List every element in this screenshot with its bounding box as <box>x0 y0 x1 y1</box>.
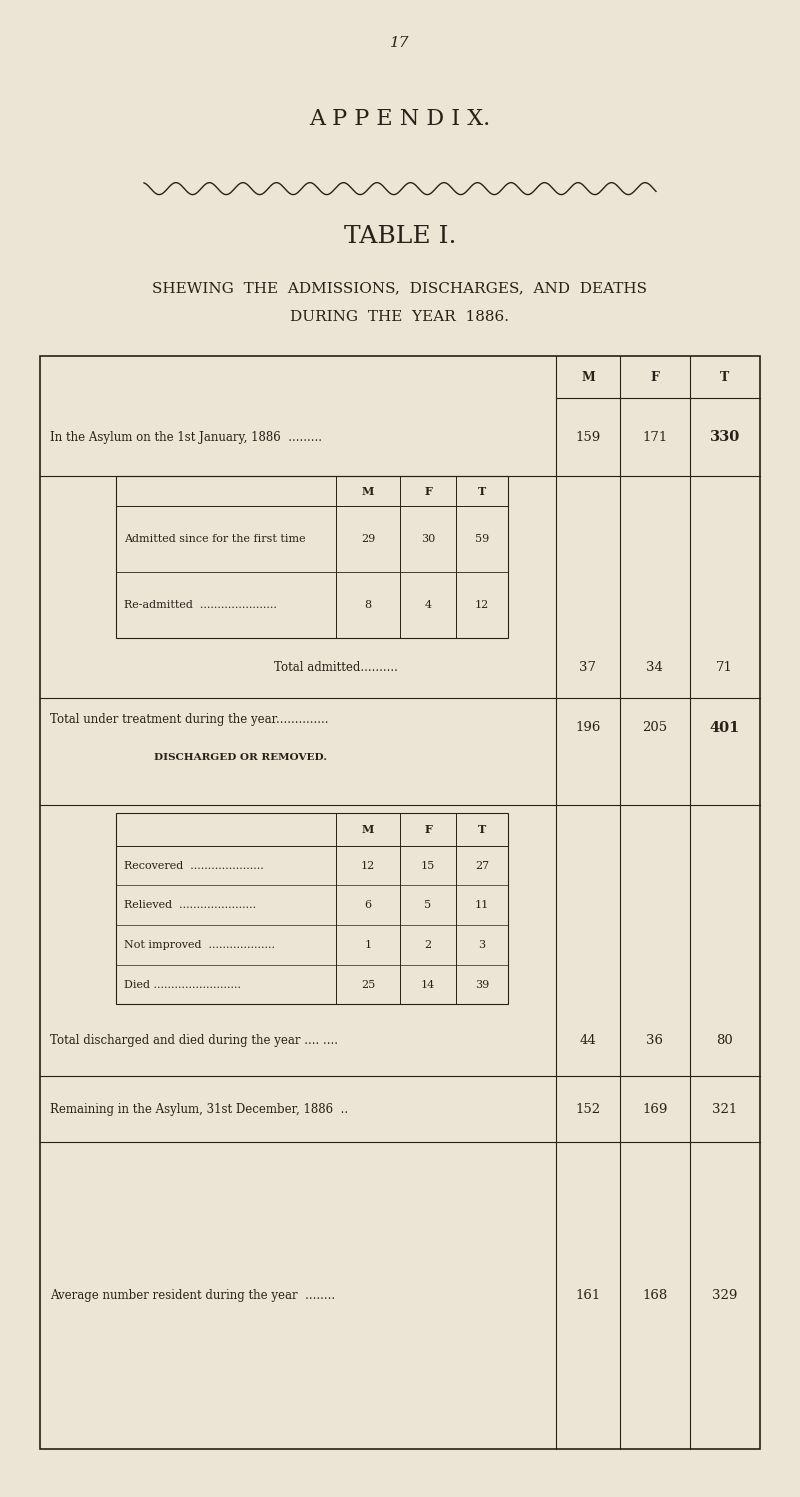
Text: Re-admitted  ......................: Re-admitted ...................... <box>124 600 277 609</box>
Text: 321: 321 <box>712 1103 738 1115</box>
Text: F: F <box>650 371 659 383</box>
Text: A P P E N D I X.: A P P E N D I X. <box>310 108 490 130</box>
Text: 17: 17 <box>390 36 410 49</box>
Text: SHEWING  THE  ADMISSIONS,  DISCHARGES,  AND  DEATHS: SHEWING THE ADMISSIONS, DISCHARGES, AND … <box>153 281 647 295</box>
Text: 159: 159 <box>575 431 601 443</box>
Text: T: T <box>478 823 486 835</box>
Text: 36: 36 <box>646 1034 663 1046</box>
Text: In the Asylum on the 1st January, 1886  .........: In the Asylum on the 1st January, 1886 .… <box>50 431 322 443</box>
Text: 5: 5 <box>425 900 431 910</box>
Text: 169: 169 <box>642 1103 667 1115</box>
Text: Recovered  .....................: Recovered ..................... <box>124 861 264 871</box>
Text: M: M <box>362 485 374 497</box>
Text: Died .........................: Died ......................... <box>124 979 241 990</box>
Text: 401: 401 <box>710 720 740 735</box>
Text: F: F <box>424 485 432 497</box>
Text: 205: 205 <box>642 722 667 734</box>
Text: M: M <box>581 371 595 383</box>
Text: 330: 330 <box>710 430 740 445</box>
Text: Not improved  ...................: Not improved ................... <box>124 940 275 951</box>
Text: M: M <box>362 823 374 835</box>
Text: 4: 4 <box>425 600 431 609</box>
Text: 3: 3 <box>478 940 486 951</box>
Text: 14: 14 <box>421 979 435 990</box>
Text: F: F <box>424 823 432 835</box>
Text: 80: 80 <box>717 1034 733 1046</box>
Text: 37: 37 <box>579 662 597 674</box>
Text: 1: 1 <box>365 940 371 951</box>
Text: 8: 8 <box>365 600 371 609</box>
Text: T: T <box>720 371 730 383</box>
Text: 2: 2 <box>425 940 431 951</box>
Text: DISCHARGED OR REMOVED.: DISCHARGED OR REMOVED. <box>154 753 326 762</box>
Text: 15: 15 <box>421 861 435 871</box>
Text: DURING  THE  YEAR  1886.: DURING THE YEAR 1886. <box>290 310 510 323</box>
Text: Total under treatment during the year..............: Total under treatment during the year...… <box>50 713 328 726</box>
Text: 152: 152 <box>575 1103 601 1115</box>
Text: 59: 59 <box>475 534 489 543</box>
Text: 168: 168 <box>642 1289 667 1302</box>
Text: 25: 25 <box>361 979 375 990</box>
Text: Total discharged and died during the year .... ....: Total discharged and died during the yea… <box>50 1034 338 1046</box>
Text: Admitted since for the first time: Admitted since for the first time <box>124 534 306 543</box>
Text: 196: 196 <box>575 722 601 734</box>
Text: 71: 71 <box>716 662 734 674</box>
Text: 12: 12 <box>361 861 375 871</box>
Text: Remaining in the Asylum, 31st December, 1886  ..: Remaining in the Asylum, 31st December, … <box>50 1103 348 1115</box>
Text: 161: 161 <box>575 1289 601 1302</box>
Text: 329: 329 <box>712 1289 738 1302</box>
Text: 30: 30 <box>421 534 435 543</box>
Text: 29: 29 <box>361 534 375 543</box>
Text: 6: 6 <box>365 900 371 910</box>
Text: T: T <box>478 485 486 497</box>
Text: 34: 34 <box>646 662 663 674</box>
Text: 44: 44 <box>580 1034 596 1046</box>
Text: 171: 171 <box>642 431 667 443</box>
Text: 11: 11 <box>475 900 489 910</box>
Text: 12: 12 <box>475 600 489 609</box>
Text: Total admitted..........: Total admitted.......... <box>274 662 398 674</box>
Text: 27: 27 <box>475 861 489 871</box>
Text: Average number resident during the year  ........: Average number resident during the year … <box>50 1289 334 1302</box>
Text: Relieved  ......................: Relieved ...................... <box>124 900 256 910</box>
Text: 39: 39 <box>475 979 489 990</box>
Text: TABLE I.: TABLE I. <box>344 225 456 247</box>
